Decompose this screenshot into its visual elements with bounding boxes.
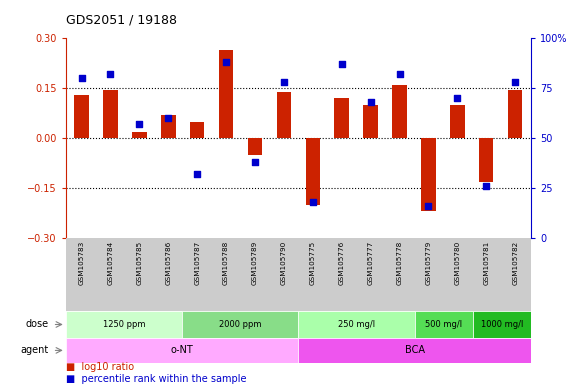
- Point: [366, 99, 375, 105]
- Point: [279, 79, 288, 85]
- Bar: [103, 90, 118, 138]
- Text: 500 mg/l: 500 mg/l: [425, 320, 463, 329]
- Text: GDS2051 / 19188: GDS2051 / 19188: [66, 14, 176, 27]
- Point: [395, 71, 404, 78]
- Bar: [450, 105, 465, 138]
- Bar: [277, 92, 291, 138]
- Bar: [190, 122, 204, 138]
- Point: [510, 79, 520, 85]
- Text: GSM105782: GSM105782: [512, 240, 518, 285]
- Bar: [473, 311, 531, 338]
- Text: GSM105790: GSM105790: [281, 240, 287, 285]
- Point: [337, 61, 346, 68]
- Bar: [66, 338, 298, 363]
- Bar: [248, 138, 262, 155]
- Point: [251, 159, 260, 165]
- Point: [308, 199, 317, 205]
- Bar: [335, 98, 349, 138]
- Point: [222, 59, 231, 65]
- Text: ■  log10 ratio: ■ log10 ratio: [66, 362, 134, 372]
- Bar: [66, 311, 182, 338]
- Bar: [161, 115, 175, 138]
- Bar: [219, 50, 234, 138]
- Text: GSM105777: GSM105777: [368, 240, 373, 285]
- Bar: [479, 138, 493, 182]
- Bar: [363, 105, 378, 138]
- Bar: [298, 338, 531, 363]
- Text: GSM105786: GSM105786: [165, 240, 171, 285]
- Bar: [132, 132, 147, 138]
- Text: 1000 mg/l: 1000 mg/l: [481, 320, 523, 329]
- Bar: [298, 311, 415, 338]
- Point: [135, 121, 144, 127]
- Text: agent: agent: [21, 345, 49, 356]
- Text: GSM105787: GSM105787: [194, 240, 200, 285]
- Text: 2000 ppm: 2000 ppm: [219, 320, 262, 329]
- Bar: [421, 138, 436, 212]
- Bar: [74, 95, 89, 138]
- Text: ■  percentile rank within the sample: ■ percentile rank within the sample: [66, 374, 246, 384]
- Bar: [182, 311, 298, 338]
- Bar: [415, 311, 473, 338]
- Bar: [392, 85, 407, 138]
- Text: GSM105780: GSM105780: [455, 240, 460, 285]
- Text: GSM105775: GSM105775: [310, 240, 316, 285]
- Point: [164, 115, 173, 121]
- Text: 250 mg/l: 250 mg/l: [338, 320, 375, 329]
- Text: o-NT: o-NT: [171, 345, 194, 356]
- Text: GSM105783: GSM105783: [79, 240, 85, 285]
- Text: GSM105788: GSM105788: [223, 240, 229, 285]
- Text: GSM105779: GSM105779: [425, 240, 432, 285]
- Text: dose: dose: [26, 319, 49, 329]
- Point: [482, 183, 491, 189]
- Point: [192, 171, 202, 177]
- Point: [424, 203, 433, 209]
- Bar: [305, 138, 320, 205]
- Point: [77, 75, 86, 81]
- Text: 1250 ppm: 1250 ppm: [103, 320, 145, 329]
- Text: BCA: BCA: [405, 345, 425, 356]
- Text: GSM105776: GSM105776: [339, 240, 345, 285]
- Text: GSM105778: GSM105778: [396, 240, 403, 285]
- Text: GSM105785: GSM105785: [136, 240, 142, 285]
- Text: GSM105781: GSM105781: [483, 240, 489, 285]
- Point: [453, 95, 462, 101]
- Point: [106, 71, 115, 78]
- Text: GSM105789: GSM105789: [252, 240, 258, 285]
- Bar: [508, 90, 522, 138]
- Text: GSM105784: GSM105784: [107, 240, 114, 285]
